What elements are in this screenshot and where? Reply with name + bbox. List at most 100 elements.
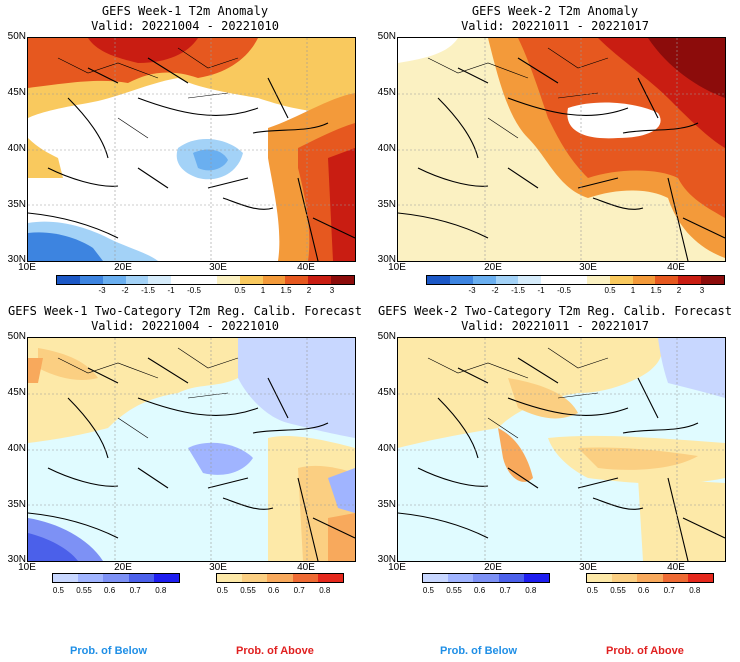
colorbar-swatch: [128, 574, 154, 582]
lat-label: 35N: [7, 499, 26, 510]
colorbar-tick-label: 0.8: [525, 586, 537, 595]
panel-valid-dates: Valid: 20221004 - 20221010: [91, 319, 279, 333]
colorbar-tick-label: 2: [676, 286, 682, 295]
lat-label: 50N: [377, 31, 396, 42]
panel-title: GEFS Week-2 T2m Anomaly: [471, 4, 639, 18]
colorbar-swatch: [308, 276, 332, 284]
colorbar-swatch: [292, 574, 318, 582]
colorbar-tick-label: -0.5: [557, 286, 571, 295]
above-colorbar-labels: 0.5 0.55 0.6 0.7 0.8: [216, 586, 344, 596]
lon-label: 40E: [667, 562, 685, 573]
lat-label: 45N: [377, 387, 396, 398]
lat-label: 40N: [7, 443, 26, 454]
colorbar-swatch: [541, 276, 565, 284]
prob-above-label: Prob. of Above: [606, 645, 684, 657]
colorbar-swatch: [242, 574, 268, 582]
lat-label: 50N: [377, 331, 396, 342]
colorbar-swatch: [102, 276, 126, 284]
panel-valid-dates: Valid: 20221011 - 20221017: [461, 319, 649, 333]
colorbar-swatch: [153, 574, 180, 582]
colorbar-swatch: [171, 276, 195, 284]
panel-title: GEFS Week-2 Two-Category T2m Reg. Calib.…: [377, 304, 732, 318]
lat-label: 40N: [377, 443, 396, 454]
colorbar-swatch: [331, 276, 354, 284]
lat-label: 45N: [7, 87, 26, 98]
colorbar-swatch: [217, 574, 243, 582]
lat-label: 45N: [377, 87, 396, 98]
anomaly-colorbar: [426, 275, 725, 285]
colorbar-swatch: [125, 276, 149, 284]
panel-week1-anomaly: GEFS Week-1 T2m Anomaly Valid: 20221004 …: [0, 0, 370, 300]
colorbar-tick-label: -3: [98, 286, 106, 295]
lon-label: 40E: [297, 262, 315, 273]
colorbar-swatch: [701, 276, 724, 284]
panel-week1-probability: GEFS Week-1 Two-Category T2m Reg. Calib.…: [0, 300, 370, 662]
colorbar-swatch: [586, 276, 610, 284]
colorbar-swatch: [632, 276, 656, 284]
colorbar-tick-label: -1: [167, 286, 175, 295]
colorbar-tick-label: 0.5: [604, 286, 616, 295]
colorbar-swatch: [637, 574, 663, 582]
colorbar-swatch: [103, 574, 129, 582]
colorbar-swatch: [523, 574, 550, 582]
anomaly-colorbar-labels: -3 -2 -1.5 -1 -0.5 0.5 1 1.5 2 3: [56, 286, 355, 296]
lat-label: 30N: [377, 254, 396, 265]
colorbar-swatch: [148, 276, 172, 284]
colorbar-tick-label: 0.6: [104, 586, 116, 595]
lon-label: 30E: [209, 262, 227, 273]
colorbar-swatch: [267, 574, 293, 582]
colorbar-swatch: [472, 276, 496, 284]
prob-below-label: Prob. of Below: [440, 645, 517, 657]
colorbar-swatch: [53, 574, 79, 582]
colorbar-tick-label: 0.8: [319, 586, 331, 595]
lat-label: 35N: [377, 499, 396, 510]
colorbar-tick-label: -2: [121, 286, 129, 295]
colorbar-tick-label: 3: [699, 286, 705, 295]
below-colorbar-labels: 0.5 0.55 0.6 0.7 0.8: [52, 586, 180, 596]
colorbar-tick-label: -1.5: [141, 286, 155, 295]
lon-label: 30E: [209, 562, 227, 573]
above-colorbar: [586, 573, 714, 583]
anomaly-map-week2: [397, 37, 726, 262]
colorbar-tick-label: 0.55: [610, 586, 626, 595]
lat-label: 40N: [7, 143, 26, 154]
colorbar-tick-label: -3: [468, 286, 476, 295]
panel-title: GEFS Week-1 Two-Category T2m Reg. Calib.…: [7, 304, 362, 318]
below-colorbar: [52, 573, 180, 583]
colorbar-tick-label: -2: [491, 286, 499, 295]
colorbar-tick-label: 1: [630, 286, 636, 295]
colorbar-swatch: [317, 574, 344, 582]
colorbar-tick-label: 3: [329, 286, 335, 295]
panel-week2-anomaly: GEFS Week-2 T2m Anomaly Valid: 20221011 …: [370, 0, 740, 300]
colorbar-swatch: [448, 574, 474, 582]
colorbar-tick-label: 0.55: [76, 586, 92, 595]
colorbar-swatch: [239, 276, 263, 284]
lon-label: 10E: [18, 262, 36, 273]
lat-label: 50N: [7, 331, 26, 342]
colorbar-swatch: [473, 574, 499, 582]
lon-label: 40E: [667, 262, 685, 273]
colorbar-tick-label: 0.7: [499, 586, 511, 595]
lat-label: 30N: [7, 554, 26, 565]
colorbar-swatch: [655, 276, 679, 284]
colorbar-swatch: [587, 574, 613, 582]
colorbar-tick-label: 0.8: [155, 586, 167, 595]
lon-label: 30E: [579, 262, 597, 273]
lon-label: 10E: [18, 562, 36, 573]
lat-label: 35N: [377, 199, 396, 210]
map-field: [28, 338, 355, 561]
below-colorbar-labels: 0.5 0.55 0.6 0.7 0.8: [422, 586, 550, 596]
map-field: [398, 338, 725, 561]
colorbar-tick-label: 2: [306, 286, 312, 295]
colorbar-swatch: [609, 276, 633, 284]
colorbar-tick-label: 0.6: [638, 586, 650, 595]
panel-title: GEFS Week-1 T2m Anomaly: [101, 4, 269, 18]
colorbar-swatch: [194, 276, 217, 284]
colorbar-tick-label: -0.5: [187, 286, 201, 295]
lon-label: 20E: [484, 562, 502, 573]
colorbar-tick-label: 0.7: [293, 586, 305, 595]
colorbar-tick-label: 0.5: [422, 586, 434, 595]
colorbar-tick-label: 0.8: [689, 586, 701, 595]
probability-map-week2: [397, 337, 726, 562]
colorbar-swatch: [498, 574, 524, 582]
